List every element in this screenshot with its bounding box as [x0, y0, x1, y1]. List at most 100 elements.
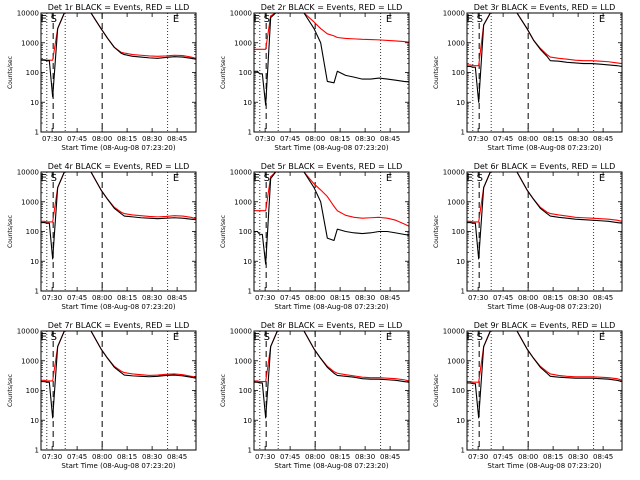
event-marker-label: S	[477, 173, 483, 184]
y-axis-label: Counts/sec	[433, 215, 440, 248]
x-axis-label: Start Time (08-Aug-08 07:23:20)	[274, 303, 388, 311]
series-line-events	[467, 331, 622, 419]
x-tick-label: 07:30	[468, 294, 488, 302]
plot-frame	[40, 12, 197, 133]
plot-frame	[253, 171, 410, 292]
series-line-events	[254, 13, 409, 106]
series-line-events	[254, 172, 409, 265]
x-tick-label: 07:30	[468, 135, 488, 143]
x-tick-label: 07:45	[493, 294, 513, 302]
x-tick-label: 07:30	[468, 453, 488, 461]
x-tick-label: 08:00	[518, 294, 538, 302]
y-axis-label: Counts/sec	[220, 56, 227, 89]
x-tick-label: 07:30	[42, 453, 62, 461]
series-line-events	[467, 172, 622, 260]
series-line-lld	[254, 172, 409, 227]
y-tick-label: 1	[461, 288, 465, 296]
event-marker-label: S	[51, 332, 57, 343]
plot-frame	[253, 12, 410, 133]
y-tick-label: 10000	[443, 10, 465, 18]
panel-title: Det 8r BLACK = Events, RED = LLD	[261, 321, 403, 330]
x-axis-label: Start Time (08-Aug-08 07:23:20)	[487, 462, 601, 470]
x-tick-label: 07:45	[280, 294, 300, 302]
x-tick-label: 07:30	[255, 135, 275, 143]
x-axis-label: Start Time (08-Aug-08 07:23:20)	[487, 303, 601, 311]
panel-title: Det 9r BLACK = Events, RED = LLD	[474, 321, 616, 330]
x-tick-label: 08:30	[568, 294, 588, 302]
x-tick-label: 08:15	[330, 135, 350, 143]
panel-title: Det 5r BLACK = Events, RED = LLD	[261, 162, 403, 171]
y-tick-label: 1	[248, 447, 252, 455]
y-axis-label: Counts/sec	[7, 374, 14, 407]
series-line-events	[467, 13, 622, 103]
y-tick-label: 1	[248, 288, 252, 296]
y-axis-label: Counts/sec	[7, 215, 14, 248]
panel-title: Det 1r BLACK = Events, RED = LLD	[48, 3, 190, 12]
y-tick-label: 100	[239, 69, 252, 77]
y-tick-label: 10	[456, 258, 465, 266]
series-line-events	[41, 331, 196, 419]
event-marker-label: S	[264, 173, 270, 184]
y-tick-label: 10000	[17, 169, 39, 177]
y-tick-label: 1000	[234, 198, 252, 206]
panel-det-1: Det 1r BLACK = Events, RED = LLD Counts/s…	[7, 3, 197, 152]
panel-det-6: Det 6r BLACK = Events, RED = LLD Counts/s…	[433, 162, 623, 311]
x-tick-label: 08:00	[518, 453, 538, 461]
event-marker-label: E	[386, 173, 392, 184]
panel-title: Det 4r BLACK = Events, RED = LLD	[48, 162, 190, 171]
event-marker-label: S	[477, 14, 483, 25]
x-tick-label: 07:45	[280, 135, 300, 143]
y-tick-label: 10	[243, 258, 252, 266]
event-marker-label: E	[599, 173, 605, 184]
y-tick-label: 100	[26, 228, 39, 236]
x-tick-label: 08:45	[593, 294, 613, 302]
y-tick-label: 100	[452, 69, 465, 77]
y-tick-label: 10	[456, 417, 465, 425]
y-tick-label: 100	[26, 387, 39, 395]
x-tick-label: 08:45	[167, 294, 187, 302]
event-marker-label: E	[386, 332, 392, 343]
x-tick-label: 08:00	[92, 135, 112, 143]
event-marker-label: E	[173, 14, 179, 25]
event-marker-label: E	[41, 332, 47, 343]
x-tick-label: 08:45	[167, 135, 187, 143]
y-tick-label: 100	[452, 387, 465, 395]
x-tick-label: 07:45	[493, 135, 513, 143]
event-marker-label: S	[477, 332, 483, 343]
x-tick-label: 08:45	[380, 294, 400, 302]
plot-frame	[253, 330, 410, 451]
series-line-events	[41, 172, 196, 260]
y-tick-label: 1000	[234, 357, 252, 365]
plot-frame	[466, 171, 623, 292]
panel-det-2: Det 2r BLACK = Events, RED = LLD Counts/s…	[220, 3, 410, 152]
event-marker-label: E	[41, 173, 47, 184]
x-tick-label: 08:30	[142, 453, 162, 461]
x-tick-label: 08:00	[518, 135, 538, 143]
panel-det-9: Det 9r BLACK = Events, RED = LLD Counts/s…	[433, 321, 623, 470]
x-tick-label: 07:30	[42, 294, 62, 302]
x-tick-label: 08:30	[568, 135, 588, 143]
panel-det-4: Det 4r BLACK = Events, RED = LLD Counts/s…	[7, 162, 197, 311]
event-marker-label: E	[467, 14, 473, 25]
x-tick-label: 08:30	[355, 294, 375, 302]
y-tick-label: 1	[35, 447, 39, 455]
y-axis-label: Counts/sec	[220, 374, 227, 407]
x-tick-label: 08:30	[355, 453, 375, 461]
x-axis-label: Start Time (08-Aug-08 07:23:20)	[487, 144, 601, 152]
y-tick-label: 10000	[443, 328, 465, 336]
event-marker-label: S	[264, 14, 270, 25]
x-tick-label: 08:15	[117, 453, 137, 461]
x-tick-label: 08:45	[380, 453, 400, 461]
y-tick-label: 10	[30, 417, 39, 425]
series-line-events	[254, 331, 409, 419]
y-tick-label: 10000	[230, 10, 252, 18]
x-tick-label: 08:00	[305, 453, 325, 461]
x-tick-label: 08:45	[380, 135, 400, 143]
y-tick-label: 1000	[447, 39, 465, 47]
plot-frame	[40, 330, 197, 451]
y-tick-label: 10000	[230, 169, 252, 177]
panel-title: Det 7r BLACK = Events, RED = LLD	[48, 321, 190, 330]
x-tick-label: 08:45	[593, 453, 613, 461]
y-tick-label: 10000	[17, 10, 39, 18]
